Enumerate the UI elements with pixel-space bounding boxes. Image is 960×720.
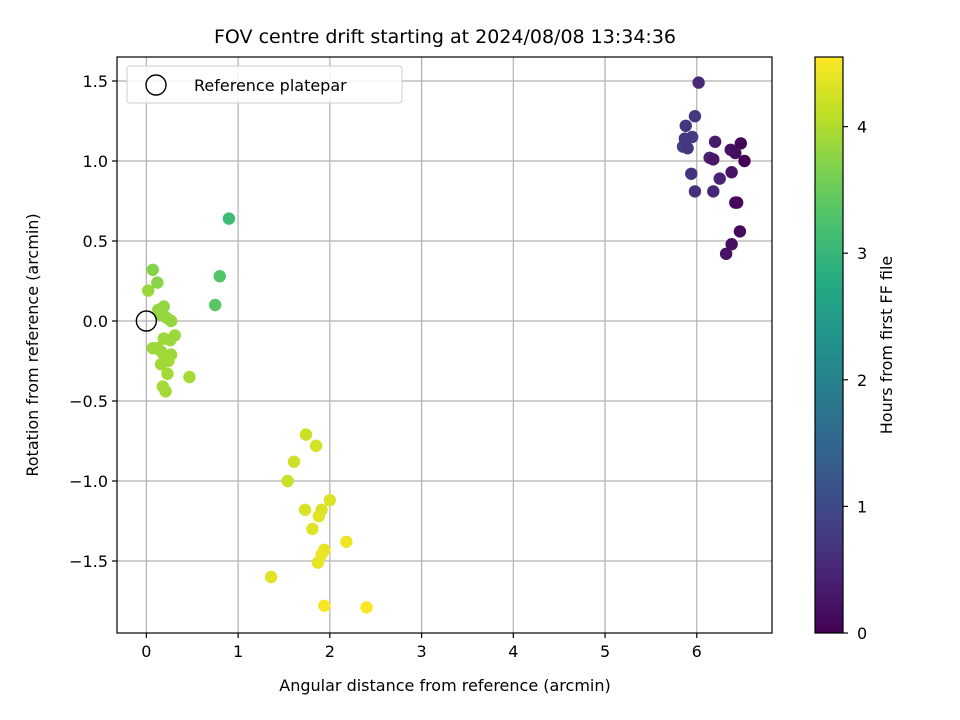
x-tick-label: 3 bbox=[416, 642, 426, 661]
x-tick-label: 4 bbox=[508, 642, 518, 661]
data-point bbox=[688, 110, 702, 123]
legend-label: Reference platepar bbox=[194, 76, 347, 95]
data-point bbox=[707, 153, 720, 166]
data-point bbox=[146, 263, 159, 276]
y-tick-label: 1.5 bbox=[83, 72, 108, 91]
data-point bbox=[183, 370, 196, 384]
x-tick-label: 0 bbox=[141, 642, 151, 661]
data-point bbox=[298, 503, 312, 516]
data-point bbox=[312, 510, 326, 523]
data-point bbox=[159, 385, 172, 398]
data-point bbox=[730, 196, 744, 209]
colorbar-tick-label: 0 bbox=[857, 624, 867, 643]
data-point bbox=[222, 212, 236, 225]
y-axis-ticks: −1.5 −1.0 −0.5 0.0 0.5 1.0 1.5 bbox=[69, 72, 117, 571]
data-point bbox=[707, 185, 720, 198]
data-point bbox=[323, 494, 337, 507]
data-point bbox=[725, 238, 738, 251]
data-point bbox=[161, 367, 174, 380]
legend: Reference platepar bbox=[126, 65, 403, 104]
y-axis-label: Rotation from reference (arcmin) bbox=[23, 213, 42, 476]
y-tick-label: 0.0 bbox=[83, 312, 108, 331]
data-point bbox=[733, 225, 747, 238]
data-point bbox=[688, 185, 702, 198]
data-point bbox=[306, 522, 319, 536]
data-point bbox=[141, 284, 155, 297]
data-point bbox=[208, 298, 222, 312]
data-point bbox=[164, 314, 178, 328]
data-point bbox=[738, 154, 751, 168]
colorbar-label: Hours from first FF file bbox=[877, 256, 896, 435]
data-point bbox=[151, 276, 164, 289]
legend-box bbox=[126, 65, 403, 104]
colorbar: 0 1 2 3 4 Hours from first FF file bbox=[814, 56, 896, 643]
colorbar-tick-label: 1 bbox=[857, 497, 867, 516]
data-point bbox=[213, 270, 226, 283]
data-point bbox=[681, 142, 694, 155]
scatter-points bbox=[141, 76, 751, 614]
y-tick-label: −0.5 bbox=[69, 392, 108, 411]
x-tick-label: 6 bbox=[692, 642, 702, 661]
data-point bbox=[318, 599, 331, 612]
grid-lines bbox=[117, 57, 772, 633]
x-tick-label: 1 bbox=[233, 642, 243, 661]
colorbar-gradient bbox=[814, 56, 844, 634]
data-point bbox=[164, 334, 177, 347]
legend-marker bbox=[145, 74, 167, 96]
data-point bbox=[685, 167, 698, 180]
data-point bbox=[162, 354, 175, 368]
data-point bbox=[713, 172, 726, 185]
colorbar-tick-label: 2 bbox=[857, 371, 867, 390]
data-point bbox=[311, 556, 325, 569]
plot-frame bbox=[116, 56, 773, 634]
colorbar-tick-label: 4 bbox=[857, 118, 867, 137]
x-axis-ticks: 0 1 2 3 4 5 6 bbox=[141, 633, 702, 661]
chart-title: FOV centre drift starting at 2024/08/08 … bbox=[214, 26, 676, 48]
data-point bbox=[679, 119, 692, 132]
data-point bbox=[719, 247, 733, 260]
data-point bbox=[287, 455, 301, 468]
data-point bbox=[340, 535, 353, 548]
reference-platepar-marker bbox=[135, 310, 158, 332]
data-point bbox=[299, 428, 313, 441]
data-point bbox=[281, 474, 294, 488]
data-point bbox=[734, 137, 748, 150]
x-tick-label: 5 bbox=[600, 642, 610, 661]
data-point bbox=[692, 76, 705, 89]
data-point bbox=[725, 166, 738, 179]
colorbar-tick-label: 3 bbox=[857, 244, 867, 263]
data-point bbox=[264, 570, 278, 584]
y-tick-label: −1.0 bbox=[69, 472, 108, 491]
x-axis-label: Angular distance from reference (arcmin) bbox=[279, 676, 610, 695]
data-point bbox=[309, 439, 323, 452]
x-tick-label: 2 bbox=[325, 642, 335, 661]
colorbar-ticks: 0 1 2 3 4 bbox=[843, 118, 867, 643]
y-tick-label: 1.0 bbox=[83, 152, 108, 171]
data-point bbox=[708, 135, 722, 148]
y-tick-label: 0.5 bbox=[83, 232, 108, 251]
data-point bbox=[729, 146, 742, 160]
y-tick-label: −1.5 bbox=[69, 552, 108, 571]
data-point bbox=[360, 601, 373, 614]
